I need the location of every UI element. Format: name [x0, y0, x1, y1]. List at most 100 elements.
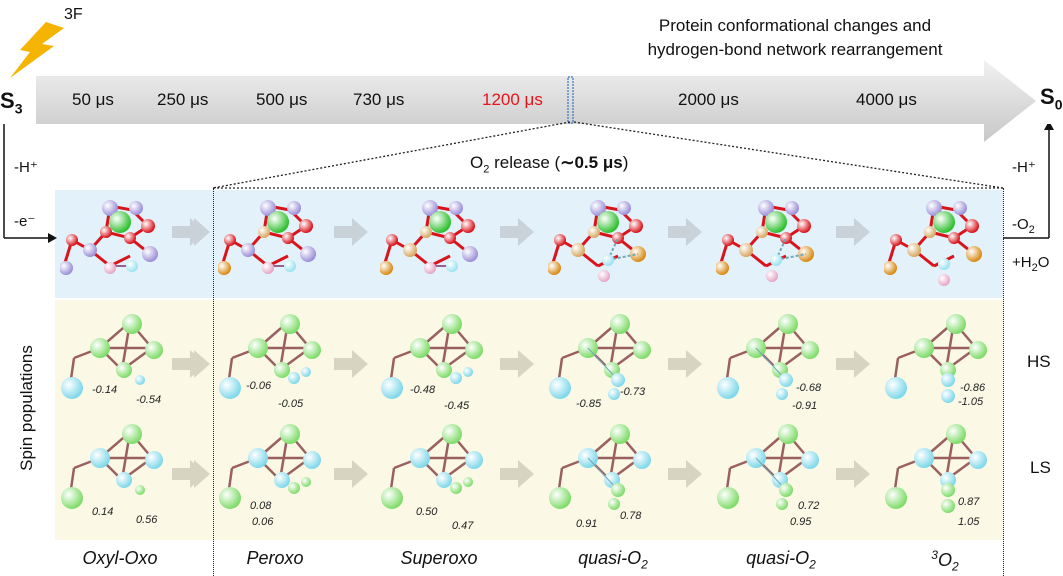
spin-lobe: [940, 362, 956, 378]
spin-lobe: [219, 487, 241, 509]
oxygen-atom: [126, 260, 138, 272]
spin-lobe: [914, 448, 934, 468]
state-label-superoxo: Superoxo: [400, 548, 478, 568]
calcium-atom: [267, 211, 289, 233]
spin-lobe: [219, 377, 241, 399]
separator-right: [1003, 188, 1004, 576]
spin-density-panel: [381, 314, 483, 399]
spin-lobe: [436, 472, 452, 488]
left-proton-label: -H⁺: [14, 159, 38, 176]
spin-lobe: [450, 482, 462, 494]
mn-atom: [785, 201, 799, 215]
header-title-line2: hydrogen-bond network rearrangement: [647, 40, 943, 59]
transition-arrow: [836, 350, 870, 378]
spin-lobe: [301, 477, 311, 487]
mn-atom: [449, 201, 463, 215]
spin-lobe: [303, 451, 321, 469]
spin-lobe: [778, 314, 798, 334]
start-state-label: S3: [0, 88, 23, 117]
mn-atom: [403, 243, 417, 257]
time-label-50: 50 μs: [72, 90, 114, 109]
spin-lobe: [779, 483, 793, 497]
spin-lobe: [303, 341, 321, 359]
spin-populations-label: Spin populations: [17, 345, 36, 471]
header-title-line1: Protein conformational changes and: [658, 16, 932, 35]
mn-atom: [739, 243, 753, 257]
mn-atom: [716, 261, 729, 275]
hs-spin-value: -0.85: [576, 398, 602, 410]
cluster-structure: [884, 200, 982, 286]
spin-lobe: [135, 485, 145, 495]
spin-lobe: [122, 314, 142, 334]
spin-lobe: [288, 482, 300, 494]
spin-lobe: [608, 498, 620, 510]
spin-lobe: [941, 373, 955, 387]
spin-lobe: [969, 341, 987, 359]
ls-spin-value: 0.08: [250, 500, 272, 512]
spin-lobe: [946, 314, 966, 334]
oxygen-atom: [629, 219, 643, 233]
spin-lobe: [549, 377, 571, 399]
spin-lobe: [274, 472, 290, 488]
spin-lobe: [463, 367, 473, 377]
mn-atom: [758, 200, 774, 216]
transition-arrow: [334, 350, 368, 378]
transition-arrow: [500, 460, 534, 488]
spin-lobe: [914, 338, 934, 358]
spin-lobe: [717, 377, 739, 399]
oxygen-atom: [282, 232, 294, 244]
transition-arrow: [668, 350, 702, 378]
ls-label: LS: [1030, 458, 1051, 477]
oxygen-atom: [124, 232, 136, 244]
ls-spin-value: 1.05: [958, 516, 980, 528]
cluster-structure: [218, 200, 316, 275]
spin-density-panel: [549, 424, 651, 510]
transition-arrow: [836, 460, 870, 488]
hs-label: HS: [1027, 352, 1051, 371]
state-label-quasi-o2-a: quasi-O2: [578, 548, 648, 572]
mn-atom: [462, 246, 478, 262]
oxygen-atom: [444, 232, 456, 244]
ls-spin-value: 0.56: [136, 514, 158, 526]
spin-lobe: [90, 448, 110, 468]
oxygen-atom: [424, 262, 436, 274]
spin-lobe: [145, 451, 163, 469]
time-label-250: 250 μs: [157, 90, 209, 109]
time-label-1200: 1200 μs: [482, 90, 543, 109]
spin-band: [55, 300, 1003, 540]
spin-lobe: [61, 377, 83, 399]
hs-spin-value: -0.06: [246, 380, 272, 392]
cluster-structure: [60, 200, 158, 275]
ls-spin-value: 0.14: [92, 506, 114, 518]
spin-density-panel: [885, 424, 987, 513]
oxygen-atom: [890, 234, 902, 246]
ls-spin-value: 0.50: [416, 506, 438, 518]
transition-arrow: [176, 460, 210, 488]
spin-density-panel: [219, 424, 321, 509]
transition-arrow: [334, 460, 368, 488]
end-state-label: S0: [1040, 84, 1063, 113]
oxygen-atom: [766, 270, 778, 282]
spin-lobe: [465, 451, 483, 469]
mn-atom: [926, 200, 942, 216]
spin-lobe: [248, 338, 268, 358]
spin-lobe: [135, 375, 145, 385]
oxygen-atom: [756, 226, 768, 238]
oxygen-atom: [141, 219, 155, 233]
mn-atom: [218, 261, 231, 275]
spin-lobe: [463, 477, 473, 487]
mn-atom: [590, 200, 606, 216]
right-water-label: +H2O: [1012, 254, 1050, 274]
transition-arrow: [500, 218, 534, 246]
oxygen-atom: [797, 219, 811, 233]
hs-spin-value: -0.48: [410, 384, 436, 396]
hs-spin-value: -0.86: [960, 382, 986, 394]
spin-density-panel: [717, 314, 819, 400]
spin-lobe: [801, 451, 819, 469]
oxygen-atom: [284, 260, 296, 272]
spin-lobe: [801, 341, 819, 359]
spin-lobe: [436, 362, 452, 378]
oxygen-atom: [938, 274, 950, 286]
transition-arrow: [500, 350, 534, 378]
spin-lobe: [946, 424, 966, 444]
